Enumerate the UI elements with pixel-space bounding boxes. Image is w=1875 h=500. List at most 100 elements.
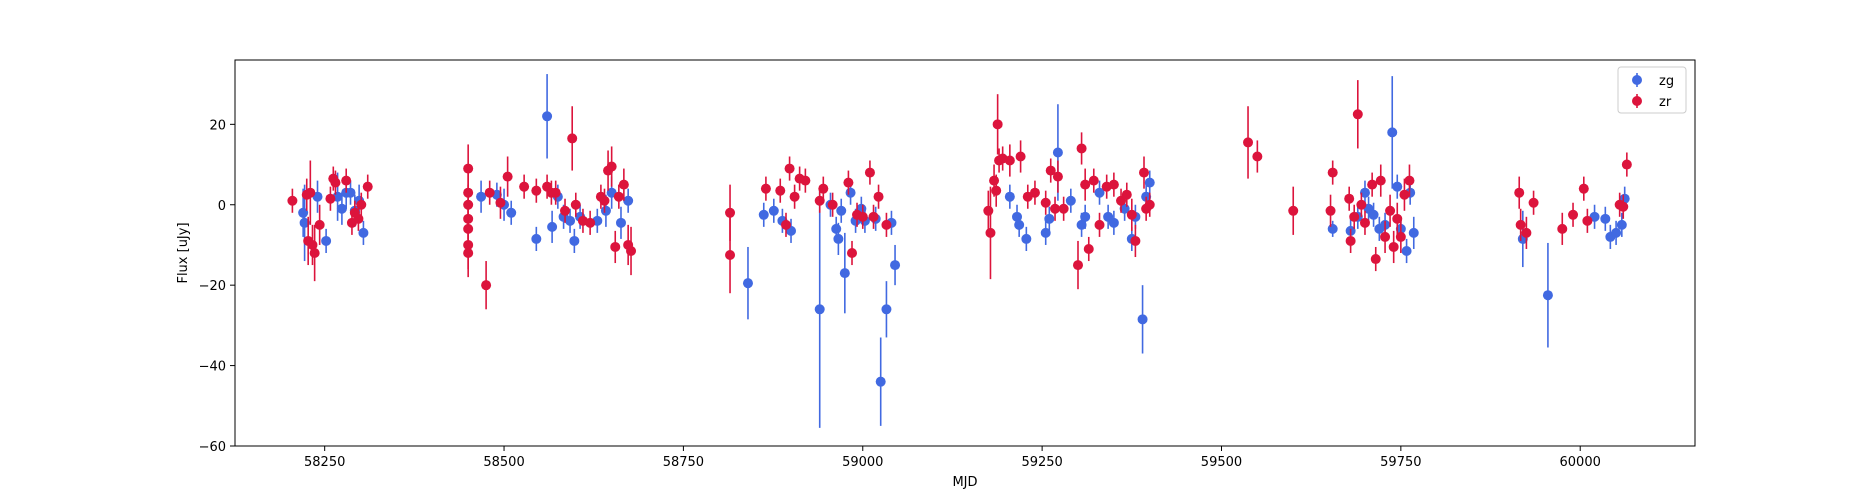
data-point <box>599 195 610 206</box>
data-point <box>1094 219 1105 230</box>
data-point <box>476 191 487 202</box>
x-tick-label: 60000 <box>1560 455 1601 470</box>
data-point <box>725 250 736 261</box>
data-point <box>1108 179 1119 190</box>
data-point <box>1004 191 1015 202</box>
data-point <box>989 175 1000 186</box>
data-point <box>1144 199 1155 210</box>
data-point <box>362 181 373 192</box>
data-point <box>600 205 611 216</box>
data-point <box>1052 171 1063 182</box>
data-point <box>1611 227 1622 238</box>
data-point <box>881 304 892 315</box>
data-point <box>1557 223 1568 234</box>
data-point <box>1065 195 1076 206</box>
data-point <box>1137 314 1148 325</box>
data-point <box>1387 127 1398 138</box>
data-point <box>1349 211 1360 222</box>
x-tick-label: 59750 <box>1380 455 1421 470</box>
data-point <box>1380 231 1391 242</box>
data-point <box>1044 213 1055 224</box>
data-point <box>1388 241 1399 252</box>
data-point <box>873 191 884 202</box>
data-point <box>1399 189 1410 200</box>
y-axis-label: Flux [uJy] <box>176 222 191 283</box>
data-point <box>1528 197 1539 208</box>
data-point <box>1288 205 1299 216</box>
data-point <box>831 223 842 234</box>
data-point <box>618 179 629 190</box>
data-point <box>789 191 800 202</box>
data-point <box>1385 205 1396 216</box>
data-point <box>814 195 825 206</box>
data-point <box>481 280 492 291</box>
data-point <box>1344 193 1355 204</box>
data-point <box>1050 203 1061 214</box>
data-point <box>570 199 581 210</box>
data-point <box>1356 199 1367 210</box>
data-point <box>1370 254 1381 265</box>
data-point <box>484 187 495 198</box>
plot-frame <box>234 59 1696 447</box>
data-point <box>1083 243 1094 254</box>
data-point <box>775 185 786 196</box>
data-point <box>623 195 634 206</box>
data-point <box>1408 227 1419 238</box>
legend-label: zr <box>1659 95 1672 110</box>
data-point <box>868 211 879 222</box>
data-point <box>1052 147 1063 158</box>
data-point <box>1094 187 1105 198</box>
data-point <box>1015 151 1026 162</box>
data-point <box>1076 143 1087 154</box>
data-point <box>800 175 811 186</box>
data-point <box>569 235 580 246</box>
x-tick-label: 58500 <box>483 455 524 470</box>
data-point <box>760 183 771 194</box>
y-tick-label: 0 <box>218 199 226 214</box>
data-point <box>992 119 1003 130</box>
data-point <box>1121 189 1132 200</box>
data-point <box>991 185 1002 196</box>
data-point <box>506 207 517 218</box>
data-point <box>495 197 506 208</box>
data-point <box>345 187 356 198</box>
data-point <box>814 304 825 315</box>
data-point <box>1616 219 1627 230</box>
x-tick-label: 59500 <box>1201 455 1242 470</box>
data-point <box>784 163 795 174</box>
legend-marker <box>1632 96 1642 106</box>
data-point <box>1327 223 1338 234</box>
data-point <box>1404 175 1415 186</box>
data-point <box>1515 219 1526 230</box>
data-point <box>1618 201 1629 212</box>
legend-label: zg <box>1659 74 1674 89</box>
data-point <box>890 260 901 271</box>
data-point <box>1542 290 1553 301</box>
data-point <box>1600 213 1611 224</box>
data-point <box>550 187 561 198</box>
data-point <box>1014 219 1025 230</box>
x-tick-label: 58250 <box>304 455 345 470</box>
data-point <box>758 209 769 220</box>
data-point <box>847 248 858 258</box>
legend: zg zr <box>1617 66 1687 114</box>
data-point <box>1401 245 1412 256</box>
data-point <box>356 199 367 210</box>
x-axis-label: MJD <box>952 475 977 490</box>
data-point <box>1359 217 1370 228</box>
data-point <box>864 167 875 178</box>
data-point <box>330 177 341 188</box>
data-point <box>827 199 838 210</box>
data-point <box>1345 235 1356 246</box>
data-point <box>565 215 576 226</box>
series-layer <box>287 74 1632 428</box>
data-point <box>1080 211 1091 222</box>
data-point <box>1040 197 1051 208</box>
data-point <box>818 183 829 194</box>
x-tick-label: 59000 <box>842 455 883 470</box>
data-point <box>502 171 513 182</box>
data-point <box>1514 187 1525 198</box>
data-point <box>1368 209 1379 220</box>
data-point <box>606 161 617 172</box>
data-point <box>1080 179 1091 190</box>
